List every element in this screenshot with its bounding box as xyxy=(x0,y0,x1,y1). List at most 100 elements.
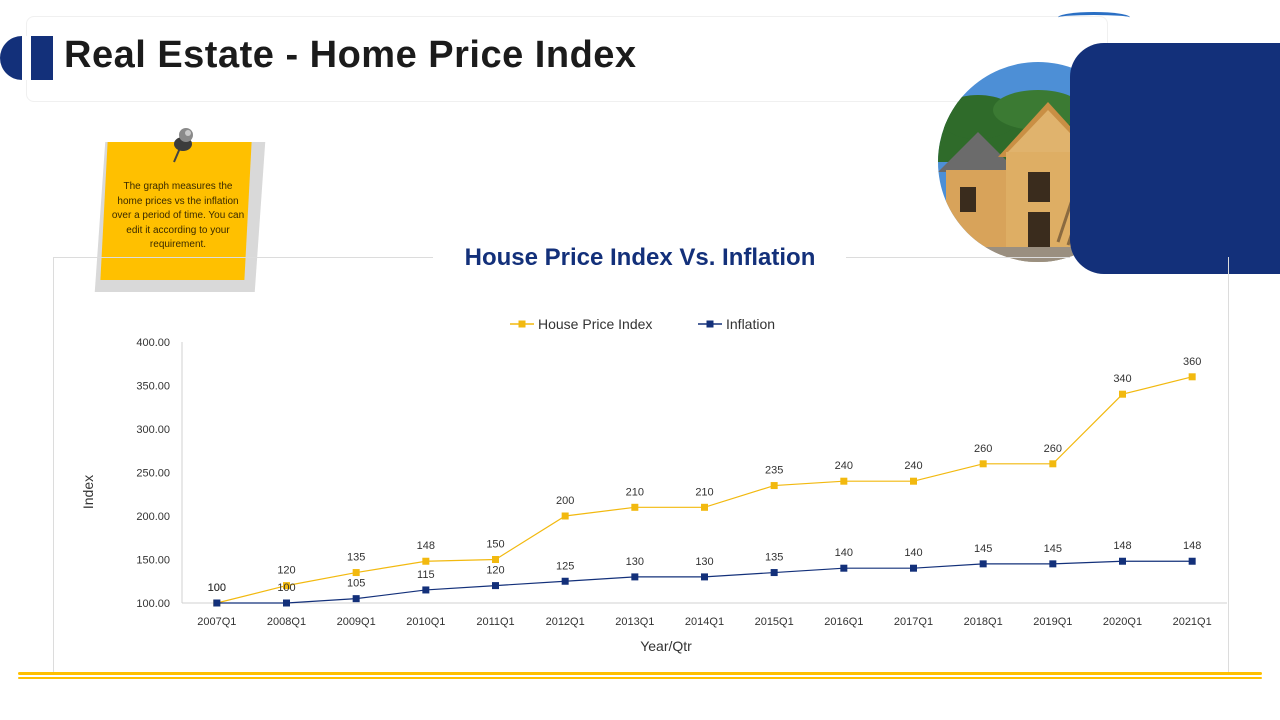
data-point xyxy=(979,460,987,468)
data-label: 100 xyxy=(208,582,226,594)
legend-marker-inflation xyxy=(706,320,714,328)
data-label: 115 xyxy=(417,569,435,581)
data-label: 105 xyxy=(347,578,365,590)
title-bar xyxy=(26,16,1108,102)
data-label: 120 xyxy=(277,565,295,577)
data-label: 150 xyxy=(486,539,504,551)
data-point xyxy=(631,503,639,511)
data-point xyxy=(283,599,290,607)
x-tick-label: 2009Q1 xyxy=(337,616,376,628)
data-point xyxy=(701,503,708,511)
y-tick-label: 250.00 xyxy=(136,468,170,480)
data-point xyxy=(352,569,360,577)
data-point xyxy=(283,582,290,590)
data-point xyxy=(631,573,639,581)
data-point xyxy=(701,573,708,581)
x-tick-label: 2019Q1 xyxy=(1033,616,1072,628)
data-label: 145 xyxy=(974,543,992,555)
data-label: 125 xyxy=(556,560,574,572)
data-label: 145 xyxy=(1044,543,1062,555)
y-tick-label: 350.00 xyxy=(136,381,170,393)
series-house-price-index: 100 120 135 148 150 200 210 210 235 240 240 260 260 3… xyxy=(208,356,1201,607)
data-point xyxy=(561,577,569,585)
data-point xyxy=(1119,390,1126,398)
data-label: 100 xyxy=(277,582,295,594)
data-point xyxy=(1049,560,1057,568)
data-label: 140 xyxy=(835,547,853,559)
data-label: 340 xyxy=(1113,373,1131,385)
data-point xyxy=(492,556,499,563)
data-point xyxy=(910,564,917,572)
chart-frame-top-left xyxy=(53,257,433,258)
data-label: 148 xyxy=(1183,540,1201,552)
data-label: 240 xyxy=(904,460,922,472)
x-tick-label: 2008Q1 xyxy=(267,616,306,628)
data-label: 200 xyxy=(556,495,574,507)
data-point xyxy=(422,557,430,565)
data-label: 260 xyxy=(974,443,992,455)
y-tick-label: 400.00 xyxy=(136,337,170,349)
data-point xyxy=(1119,557,1126,565)
x-tick-label: 2017Q1 xyxy=(894,616,933,628)
data-label: 100 xyxy=(208,582,226,594)
data-label: 120 xyxy=(486,565,504,577)
data-label: 140 xyxy=(904,547,922,559)
data-point xyxy=(492,582,499,590)
data-point xyxy=(910,477,917,485)
decorative-arc xyxy=(1058,12,1130,23)
data-point xyxy=(213,599,221,607)
data-label: 130 xyxy=(695,556,713,568)
chart-frame-top-right xyxy=(846,257,1070,258)
data-point xyxy=(979,560,987,568)
data-point xyxy=(1049,460,1057,468)
data-point xyxy=(770,482,778,490)
sticky-note-text: The graph measures the home prices vs th… xyxy=(111,181,245,250)
x-tick-label: 2014Q1 xyxy=(685,616,724,628)
x-tick-label: 2013Q1 xyxy=(615,616,654,628)
y-axis-label: Index xyxy=(80,475,96,509)
legend-label-hpi: House Price Index xyxy=(538,316,652,332)
legend-marker-hpi xyxy=(518,320,526,328)
data-point xyxy=(561,512,569,520)
x-tick-label: 2012Q1 xyxy=(546,616,585,628)
x-tick-label: 2021Q1 xyxy=(1173,616,1212,628)
x-tick-label: 2018Q1 xyxy=(964,616,1003,628)
x-tick-label: 2011Q1 xyxy=(476,616,514,628)
x-tick-label: 2016Q1 xyxy=(824,616,863,628)
data-point xyxy=(840,477,848,485)
chart-title: House Price Index Vs. Inflation xyxy=(464,244,816,271)
data-label: 240 xyxy=(835,460,853,472)
data-label: 148 xyxy=(1113,540,1131,552)
x-axis-label: Year/Qtr xyxy=(640,638,692,654)
data-label: 235 xyxy=(765,465,783,477)
pushpin-icon xyxy=(173,128,193,163)
footer-rule-bottom xyxy=(18,677,1262,679)
title-accent-gap xyxy=(22,36,31,80)
data-label: 130 xyxy=(626,556,644,568)
data-label: 148 xyxy=(417,540,435,552)
data-point xyxy=(352,595,360,603)
chart-legend: House Price Index Inflation xyxy=(510,316,775,332)
y-tick-label: 200.00 xyxy=(136,511,170,523)
footer-rule-top xyxy=(18,672,1262,675)
page-title: Real Estate - Home Price Index xyxy=(64,34,637,76)
x-tick-label: 2007Q1 xyxy=(197,616,236,628)
x-tick-label: 2015Q1 xyxy=(755,616,794,628)
data-label: 260 xyxy=(1044,443,1062,455)
data-label: 210 xyxy=(695,486,713,498)
data-label: 135 xyxy=(347,552,365,564)
navy-decorative-block xyxy=(1070,43,1280,274)
data-label: 210 xyxy=(626,486,644,498)
data-point xyxy=(840,564,848,572)
data-point xyxy=(770,569,778,577)
x-tick-label: 2020Q1 xyxy=(1103,616,1142,628)
y-tick-label: 150.00 xyxy=(136,555,170,567)
data-label: 135 xyxy=(765,552,783,564)
data-point xyxy=(422,586,430,594)
series-inflation: 100 100 105 115 120 125 130 130 135 140 140 145 145 1… xyxy=(208,540,1201,607)
x-tick-label: 2010Q1 xyxy=(406,616,445,628)
data-label: 360 xyxy=(1183,356,1201,368)
legend-label-inflation: Inflation xyxy=(726,316,775,332)
data-point xyxy=(1188,373,1196,381)
y-tick-label: 100.00 xyxy=(136,598,170,610)
